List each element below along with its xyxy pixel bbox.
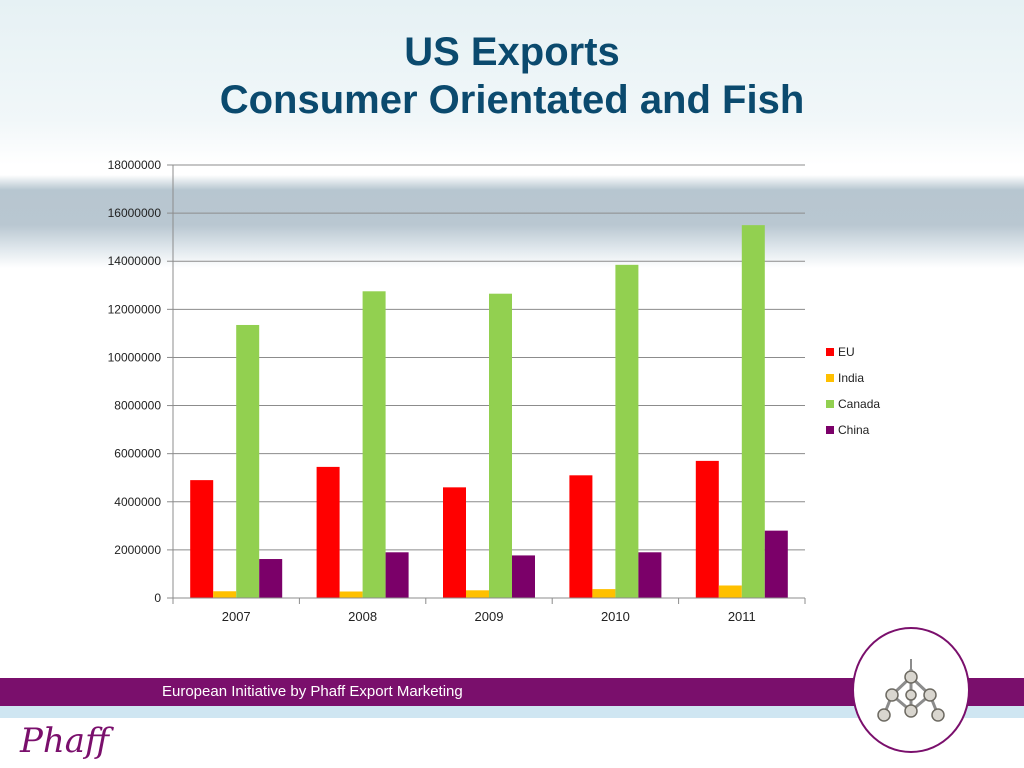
y-tick-label: 8000000: [114, 399, 161, 413]
bar-eu-2007: [190, 480, 214, 598]
x-tick-label: 2011: [728, 609, 756, 624]
x-tick-label: 2010: [601, 609, 630, 624]
bar-india-2007: [213, 591, 237, 598]
y-tick-label: 6000000: [114, 447, 161, 461]
legend-label-eu: EU: [838, 345, 855, 359]
y-axis-ticks: 0 2000000 4000000 6000000 8000000 10000000 120…: [108, 158, 173, 605]
bar-china-2010: [638, 552, 662, 598]
bar-canada-2010: [615, 264, 639, 598]
legend-label-canada: Canada: [838, 397, 880, 411]
y-tick-label: 16000000: [108, 206, 162, 220]
y-tick-label: 14000000: [108, 254, 162, 268]
title-line-2: Consumer Orientated and Fish: [219, 78, 805, 122]
legend-swatch-india: [826, 374, 834, 382]
footer-strip: [0, 706, 1024, 718]
title-line-1: US Exports: [404, 30, 620, 74]
bar-canada-2008: [362, 291, 386, 598]
x-tick-label: 2007: [222, 609, 251, 624]
slide-title: US Exports Consumer Orientated and Fish: [0, 28, 1024, 124]
bar-china-2009: [512, 555, 535, 598]
legend-label-india: India: [838, 371, 864, 385]
bar-chart: 0 2000000 4000000 6000000 8000000 10000000 120…: [108, 158, 881, 624]
bar-eu-2009: [443, 487, 466, 598]
y-tick-label: 4000000: [114, 495, 161, 509]
y-tick-label: 2000000: [114, 543, 161, 557]
atomium-emblem: [852, 627, 970, 753]
legend-label-china: China: [838, 423, 870, 437]
bar-china-2007: [259, 559, 283, 598]
svg-text:Phaff: Phaff: [19, 721, 114, 761]
x-tick-label: 2008: [348, 609, 377, 624]
y-tick-label: 12000000: [108, 302, 162, 316]
legend-swatch-canada: [826, 400, 834, 408]
bar-china-2011: [764, 530, 788, 598]
bar-eu-2011: [695, 460, 719, 598]
footer-text: European Initiative by Phaff Export Mark…: [162, 683, 463, 700]
bar-india-2010: [592, 589, 616, 598]
bar-eu-2008: [316, 466, 340, 598]
legend-swatch-china: [826, 426, 834, 434]
bar-india-2008: [339, 591, 363, 598]
y-tick-label: 18000000: [108, 158, 162, 172]
bar-canada-2011: [741, 225, 765, 598]
bar-canada-2009: [489, 293, 512, 598]
bars: [190, 225, 788, 598]
bar-china-2008: [385, 552, 409, 598]
y-tick-label: 10000000: [108, 350, 162, 364]
x-axis-ticks: 2007 2008 2009 2010 2011: [172, 598, 806, 624]
axes: [172, 165, 805, 599]
bar-india-2011: [718, 585, 742, 598]
phaff-logo: Phaff: [19, 721, 114, 761]
legend-swatch-eu: [826, 348, 834, 356]
y-tick-label: 0: [154, 591, 161, 605]
x-tick-label: 2009: [475, 609, 504, 624]
bar-eu-2010: [569, 475, 593, 598]
bar-canada-2007: [236, 324, 260, 598]
legend: EU India Canada China: [826, 345, 880, 437]
bar-india-2009: [466, 590, 489, 598]
